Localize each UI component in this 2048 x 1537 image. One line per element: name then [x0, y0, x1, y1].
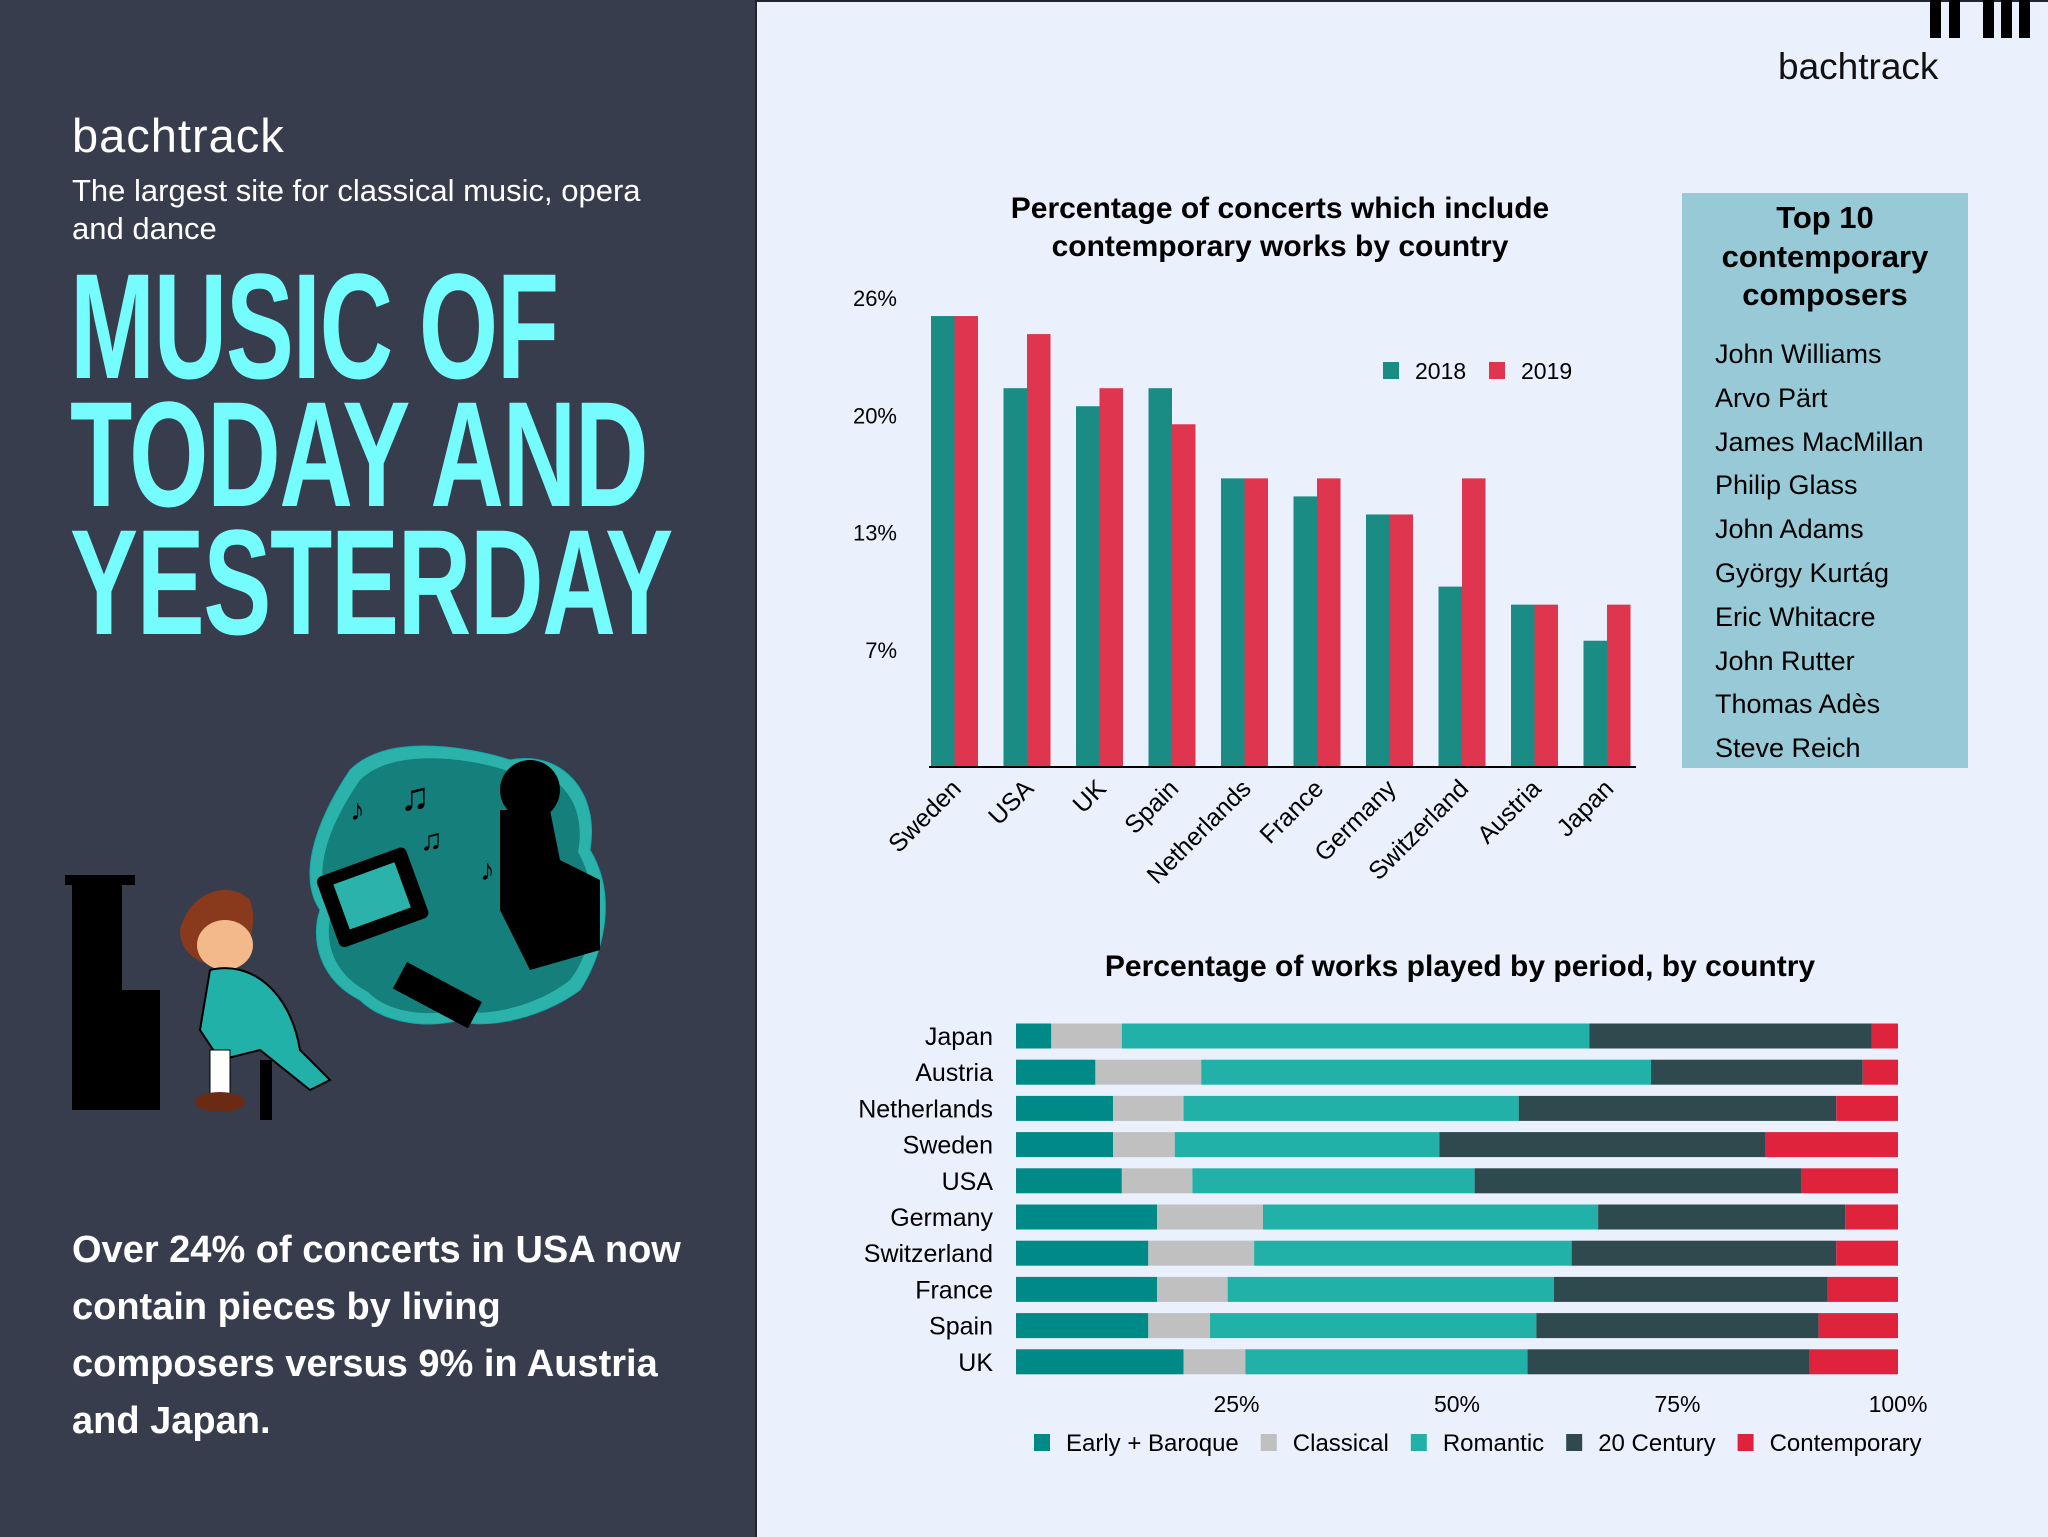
segment-contemporary-germany	[1845, 1205, 1898, 1230]
legend-swatch	[1034, 1434, 1050, 1451]
segment-early-baroque-germany	[1016, 1205, 1157, 1230]
segment-classical-france	[1157, 1277, 1228, 1302]
segment-20-century-switzerland	[1572, 1241, 1837, 1266]
segment-romantic-sweden	[1175, 1132, 1440, 1157]
segment-classical-germany	[1157, 1205, 1263, 1230]
segment-contemporary-switzerland	[1836, 1241, 1898, 1266]
segment-20-century-japan	[1589, 1024, 1871, 1049]
y-tick-label: USA	[942, 1168, 994, 1196]
segment-contemporary-sweden	[1766, 1132, 1898, 1157]
segment-early-baroque-usa	[1016, 1168, 1122, 1193]
y-tick-label: UK	[958, 1349, 993, 1377]
y-tick-label: Spain	[929, 1313, 993, 1341]
segment-romantic-france	[1228, 1277, 1554, 1302]
segment-contemporary-usa	[1801, 1168, 1898, 1193]
y-tick-label: Switzerland	[864, 1240, 993, 1268]
segment-20-century-france	[1554, 1277, 1827, 1302]
segment-classical-spain	[1148, 1313, 1210, 1338]
legend-swatch	[1261, 1434, 1277, 1451]
legend-label: Early + Baroque	[1066, 1430, 1239, 1457]
y-tick-label: Japan	[925, 1023, 993, 1051]
x-tick-label: 50%	[1434, 1391, 1480, 1417]
segment-classical-sweden	[1113, 1132, 1175, 1157]
x-tick-label: 25%	[1213, 1391, 1259, 1417]
segment-classical-austria	[1095, 1060, 1201, 1085]
legend-swatch	[1738, 1434, 1754, 1451]
segment-romantic-netherlands	[1184, 1096, 1519, 1121]
segment-early-baroque-france	[1016, 1277, 1157, 1302]
segment-early-baroque-sweden	[1016, 1132, 1113, 1157]
segment-romantic-usa	[1192, 1168, 1474, 1193]
segment-classical-usa	[1122, 1168, 1193, 1193]
segment-romantic-germany	[1263, 1205, 1598, 1230]
segment-classical-netherlands	[1113, 1096, 1184, 1121]
x-tick-label: 100%	[1869, 1391, 1928, 1417]
segment-romantic-japan	[1122, 1024, 1589, 1049]
segment-early-baroque-japan	[1016, 1024, 1051, 1049]
segment-early-baroque-austria	[1016, 1060, 1095, 1085]
segment-romantic-switzerland	[1254, 1241, 1572, 1266]
segment-early-baroque-uk	[1016, 1349, 1184, 1374]
segment-contemporary-austria	[1863, 1060, 1898, 1085]
legend-label: Classical	[1293, 1430, 1389, 1457]
y-tick-label: France	[915, 1276, 993, 1304]
y-tick-label: Netherlands	[858, 1095, 993, 1123]
segment-20-century-usa	[1475, 1168, 1801, 1193]
segment-early-baroque-netherlands	[1016, 1096, 1113, 1121]
segment-contemporary-spain	[1819, 1313, 1898, 1338]
x-tick-label: 75%	[1654, 1391, 1700, 1417]
segment-classical-uk	[1184, 1349, 1246, 1374]
segment-20-century-germany	[1598, 1205, 1845, 1230]
segment-classical-switzerland	[1148, 1241, 1254, 1266]
y-tick-label: Austria	[915, 1059, 993, 1087]
segment-20-century-sweden	[1439, 1132, 1765, 1157]
legend-swatch	[1566, 1434, 1582, 1451]
segment-20-century-uk	[1528, 1349, 1810, 1374]
segment-contemporary-japan	[1872, 1024, 1898, 1049]
legend-swatch	[1411, 1434, 1427, 1451]
legend-label: Romantic	[1443, 1430, 1544, 1457]
segment-20-century-netherlands	[1519, 1096, 1837, 1121]
legend-label: 20 Century	[1598, 1430, 1715, 1457]
segment-20-century-austria	[1651, 1060, 1863, 1085]
y-tick-label: Germany	[890, 1204, 993, 1232]
segment-early-baroque-switzerland	[1016, 1241, 1148, 1266]
y-tick-label: Sweden	[903, 1132, 993, 1160]
segment-contemporary-netherlands	[1836, 1096, 1898, 1121]
segment-20-century-spain	[1536, 1313, 1818, 1338]
segment-contemporary-uk	[1810, 1349, 1898, 1374]
segment-romantic-austria	[1201, 1060, 1651, 1085]
segment-contemporary-france	[1827, 1277, 1898, 1302]
segment-classical-japan	[1051, 1024, 1122, 1049]
segment-early-baroque-spain	[1016, 1313, 1148, 1338]
legend-label: Contemporary	[1770, 1430, 1922, 1457]
segment-romantic-uk	[1245, 1349, 1527, 1374]
segment-romantic-spain	[1210, 1313, 1536, 1338]
